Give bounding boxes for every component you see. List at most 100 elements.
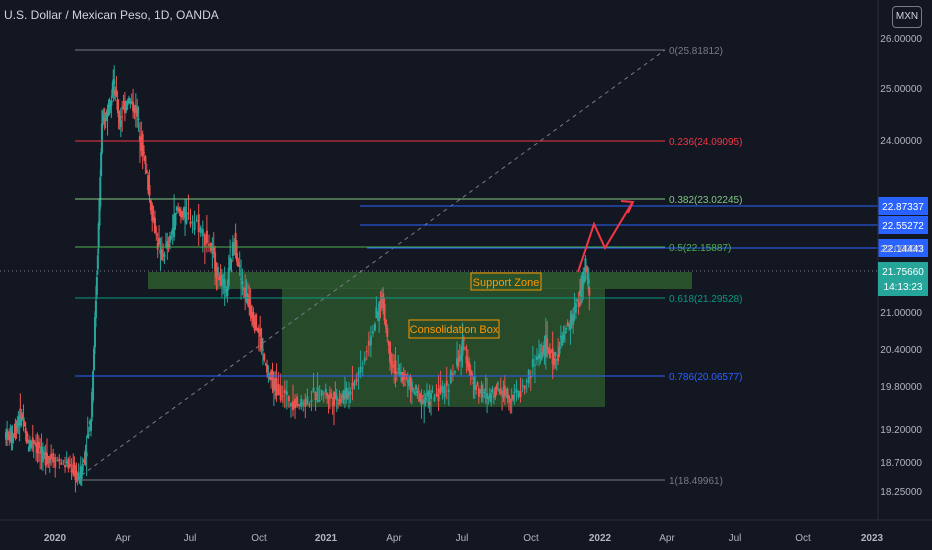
candle-body <box>216 266 219 275</box>
candle-body <box>431 390 434 392</box>
candle-body <box>487 397 490 399</box>
candle-body <box>117 111 120 118</box>
candle-body <box>289 403 292 407</box>
candle-body <box>64 465 67 468</box>
x-tick-label: 2021 <box>315 533 338 544</box>
candle-body <box>274 378 277 390</box>
candle-body <box>480 385 483 398</box>
candle-body <box>105 112 108 121</box>
candle-body <box>515 388 518 393</box>
candle-body <box>283 389 286 394</box>
candle-body <box>144 156 147 165</box>
candle-body <box>199 227 202 233</box>
candle-body <box>563 331 566 334</box>
candle-body <box>322 392 325 394</box>
candle-body <box>492 394 495 398</box>
candle-body <box>22 417 25 422</box>
candle-body <box>345 387 348 399</box>
candle-body <box>33 442 36 445</box>
candle-body <box>477 388 480 397</box>
candle-body <box>119 120 122 127</box>
y-tick-label: 18.70000 <box>880 458 922 469</box>
candle-body <box>554 352 557 357</box>
candle-body <box>215 271 218 278</box>
candle-body <box>259 328 262 337</box>
candle-body <box>197 214 200 233</box>
candle-body <box>320 389 323 396</box>
candle-body <box>553 358 556 366</box>
candle-body <box>326 392 329 397</box>
candle-body <box>339 399 342 403</box>
x-tick-label: Jul <box>184 533 197 544</box>
candle-body <box>334 392 337 400</box>
candle-body <box>519 391 522 397</box>
candle-body <box>141 134 144 156</box>
candle-body <box>462 339 465 341</box>
candle-body <box>586 266 589 272</box>
candle-body <box>475 385 478 390</box>
candle-body <box>187 212 190 214</box>
candle-body <box>24 428 27 434</box>
candle-body <box>408 381 411 387</box>
candle-body <box>566 322 569 327</box>
candle-body <box>225 288 228 293</box>
candle-body <box>99 176 102 207</box>
candle-body <box>143 152 146 154</box>
candle-body <box>338 400 341 402</box>
x-tick-label: 2023 <box>861 533 884 544</box>
candle-body <box>394 360 397 374</box>
candle-body <box>101 115 104 122</box>
candle-body <box>491 388 494 392</box>
y-tick-label: 21.00000 <box>880 308 922 319</box>
candle-body <box>458 356 461 359</box>
candle-body <box>417 390 420 392</box>
last-price-label: 21.75660 <box>882 267 924 278</box>
candle-body <box>460 353 463 361</box>
candle-body <box>179 210 182 218</box>
candle-body <box>153 218 156 234</box>
candle-body <box>406 379 409 383</box>
fib-level-label: 0(25.81812) <box>669 46 723 57</box>
candle-body <box>540 351 543 360</box>
candle-body <box>67 458 70 469</box>
candle-body <box>87 434 90 436</box>
candle-body <box>78 481 81 484</box>
candle-body <box>424 398 427 400</box>
x-tick-label: Apr <box>386 533 402 544</box>
candle-body <box>182 208 185 216</box>
candle-body <box>113 79 116 85</box>
candle-body <box>264 363 267 365</box>
candle-body <box>546 338 549 348</box>
candle-body <box>132 102 135 111</box>
candle-body <box>517 390 520 398</box>
candle-body <box>449 370 452 384</box>
candle-body <box>9 433 12 442</box>
candle-body <box>316 386 319 403</box>
candle-body <box>118 116 121 123</box>
candle-body <box>298 403 301 406</box>
candle-body <box>281 395 284 397</box>
fib-level-label: 0.236(24.09095) <box>669 137 742 148</box>
candle-body <box>267 373 270 378</box>
y-tick-label: 19.20000 <box>880 425 922 436</box>
candle-body <box>125 103 128 111</box>
candle-body <box>472 381 475 385</box>
candle-body <box>257 328 260 333</box>
currency-badge[interactable]: MXN <box>892 6 922 28</box>
candle-body <box>129 101 132 104</box>
candle-body <box>544 334 547 357</box>
candle-body <box>398 371 401 373</box>
candle-body <box>6 429 9 441</box>
candle-body <box>227 267 230 286</box>
price-tag-label: 22.87337 <box>882 202 924 213</box>
candle-body <box>550 350 553 353</box>
candle-body <box>365 351 368 353</box>
candle-body <box>469 370 472 377</box>
candle-body <box>390 360 393 365</box>
candle-body <box>166 241 169 249</box>
candle-body <box>386 327 389 337</box>
y-tick-label: 19.80000 <box>880 382 922 393</box>
candle-body <box>468 362 471 372</box>
